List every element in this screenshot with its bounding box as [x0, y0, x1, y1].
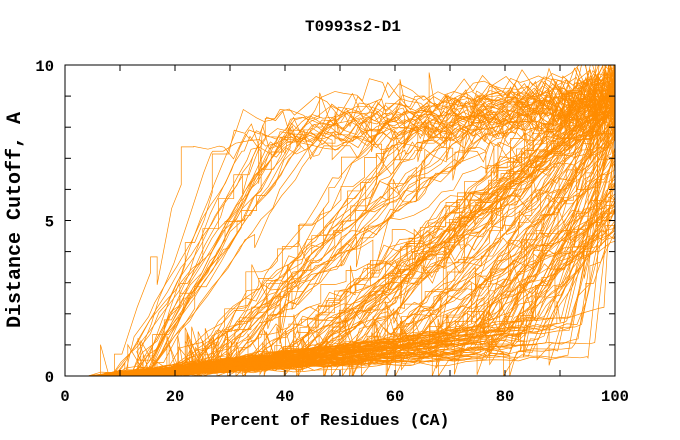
svg-text:0: 0 [60, 388, 69, 406]
svg-text:10: 10 [35, 58, 54, 76]
svg-text:Distance Cutoff, A: Distance Cutoff, A [4, 112, 27, 328]
svg-text:0: 0 [45, 369, 54, 387]
svg-text:60: 60 [386, 388, 405, 406]
svg-text:80: 80 [496, 388, 515, 406]
svg-text:40: 40 [276, 388, 295, 406]
svg-text:Percent of Residues (CA): Percent of Residues (CA) [211, 411, 450, 430]
svg-text:5: 5 [45, 214, 54, 232]
svg-text:20: 20 [166, 388, 185, 406]
svg-text:T0993s2-D1: T0993s2-D1 [305, 18, 401, 36]
svg-text:100: 100 [601, 388, 629, 406]
